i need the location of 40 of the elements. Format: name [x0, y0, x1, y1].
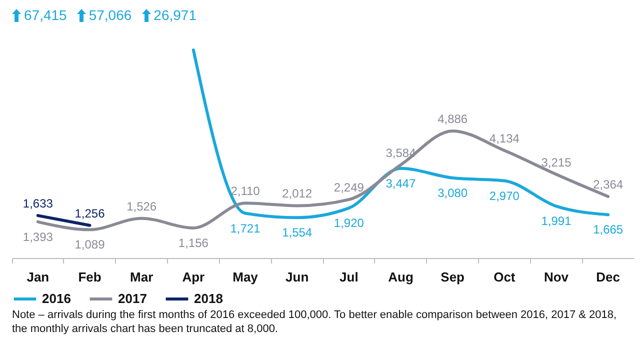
text: 57,066: [88, 7, 132, 23]
text: Note – arrivals during the first months of 2016 exceeded 100,000. To better enable comparison between 2016, 2017 & 2018, the monthly arrivals chart has been truncated at 8,000.: [11, 308, 618, 336]
data-label: 1,156: [178, 236, 209, 250]
data-label: 1,554: [282, 226, 312, 240]
x-tick-label: Apr: [182, 270, 205, 284]
data-label: 3,080: [438, 186, 468, 200]
data-label: 2,249: [334, 180, 364, 195]
x-tick-label: Sep: [440, 270, 465, 284]
x-tick-label: Oct: [494, 270, 516, 284]
x-tick-label: Nov: [544, 270, 570, 284]
x-tick-label: Jan: [26, 270, 50, 284]
text: 26,971: [154, 7, 196, 23]
x-tick-label: Jun: [286, 270, 309, 284]
data-label: 2,364: [593, 178, 624, 192]
data-label: 1,526: [126, 199, 157, 214]
x-tick-label: Jul: [340, 270, 358, 284]
legend-label: 2017: [118, 291, 147, 306]
data-label: 2,110: [230, 184, 260, 198]
data-label: 1,920: [334, 216, 364, 230]
data-label: 2,012: [282, 186, 312, 201]
x-tick-label: Dec: [596, 270, 620, 284]
text: 67,415: [24, 7, 67, 23]
data-label: 1,089: [74, 238, 106, 252]
data-label: 2,970: [489, 188, 520, 203]
data-label: 4,886: [438, 112, 468, 126]
legend-label: 2018: [194, 291, 223, 306]
data-label: 3,447: [386, 176, 416, 190]
data-label: 3,215: [541, 155, 572, 170]
legend-label: 2016: [42, 291, 71, 306]
x-tick-label: Mar: [130, 270, 154, 284]
x-tick-label: Feb: [78, 270, 102, 284]
data-label: 1,393: [22, 230, 54, 244]
x-tick-label: May: [232, 270, 259, 284]
data-label: 1,721: [230, 221, 261, 236]
data-label: 1,633: [22, 196, 54, 211]
x-tick-label: Aug: [388, 270, 414, 284]
data-label: 1,665: [593, 222, 624, 237]
data-label: 1,256: [74, 206, 106, 220]
data-label: 4,134: [489, 132, 520, 146]
data-label: 1,991: [541, 214, 572, 228]
